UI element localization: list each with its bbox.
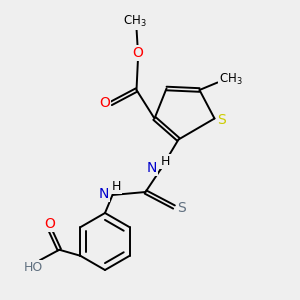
Text: CH$_3$: CH$_3$: [219, 72, 243, 87]
Text: S: S: [177, 202, 186, 215]
Text: S: S: [217, 113, 226, 127]
Text: CH$_3$: CH$_3$: [123, 14, 147, 29]
Text: HO: HO: [24, 261, 43, 274]
Text: H: H: [160, 154, 170, 168]
Text: O: O: [44, 217, 55, 231]
Text: H: H: [111, 180, 121, 193]
Text: O: O: [133, 46, 143, 60]
Text: N: N: [99, 187, 109, 200]
Text: O: O: [99, 96, 110, 110]
Text: N: N: [147, 161, 157, 175]
